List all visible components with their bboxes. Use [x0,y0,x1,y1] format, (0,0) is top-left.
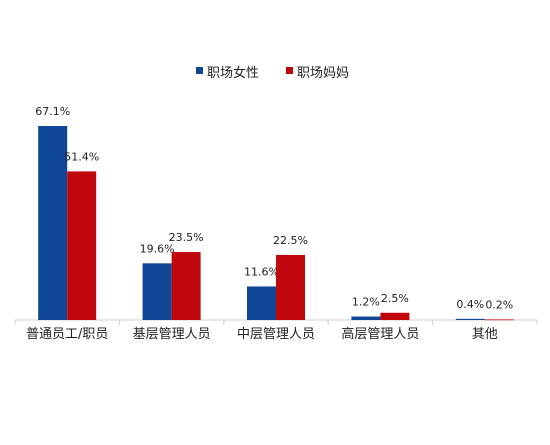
data-label: 22.5% [273,234,308,247]
legend-label-series-2: 职场妈妈 [297,66,350,81]
bar-series-2 [484,319,514,321]
bar-series-1 [455,318,485,320]
data-label: 67.1% [35,105,70,118]
bar-series-2 [67,171,97,320]
bar-series-2 [380,312,410,320]
data-label: 11.6% [244,265,279,278]
bar-series-1 [38,126,68,320]
x-tick-label: 基层管理人员 [133,327,211,342]
data-label: 19.6% [140,242,175,255]
bar-series-1 [247,286,276,320]
data-label: 51.4% [64,150,99,163]
data-label: 23.5% [169,231,204,244]
data-label: 1.2% [352,296,380,309]
x-tick-label: 普通员工/职员 [26,327,108,342]
x-tick-label: 中层管理人员 [237,327,315,342]
legend-item-series-2: 职场妈妈 [286,62,350,81]
x-tick-label: 其他 [472,327,498,342]
data-label: 0.2% [485,298,513,311]
x-tick-label: 高层管理人员 [341,326,419,342]
data-label: 2.5% [381,292,409,305]
legend-label-series-1: 职场女性 [207,66,260,81]
data-label: 0.4% [456,298,484,311]
bar-series-2 [171,252,201,320]
bar-series-2 [276,254,305,320]
bar-series-1 [142,263,172,320]
bar-series-1 [351,316,381,320]
legend-swatch-series-2 [286,67,293,74]
chart-legend: 职场女性 职场妈妈 [0,62,550,81]
legend-swatch-series-1 [196,67,203,74]
legend-item-series-1: 职场女性 [196,62,260,81]
